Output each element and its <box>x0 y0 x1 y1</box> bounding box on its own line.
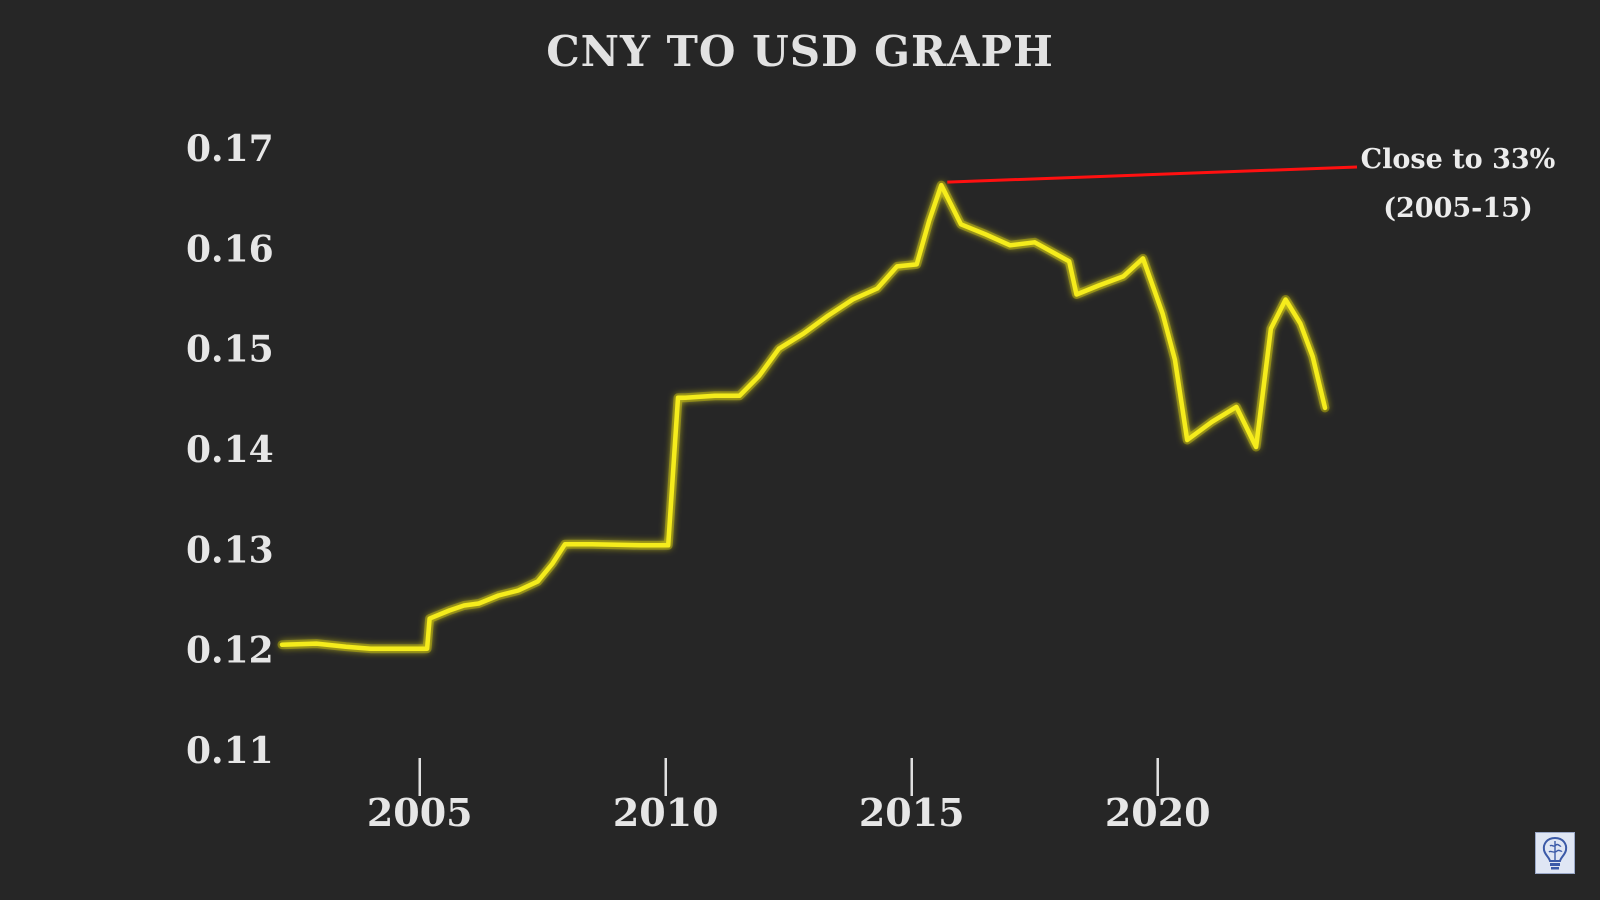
series-line <box>279 182 1328 651</box>
x-tick-label: 2015 <box>859 790 965 835</box>
grid-lines <box>280 146 1325 752</box>
brain-lightbulb-icon <box>1535 832 1575 874</box>
y-tick-label: 0.17 <box>186 128 274 170</box>
y-tick-label: 0.16 <box>186 228 274 270</box>
annotation-text-line-2: (2005-15) <box>1383 193 1532 224</box>
x-tick-label: 2005 <box>367 790 473 835</box>
chart-title: CNY TO USD GRAPH <box>546 27 1054 76</box>
x-tick-label: 2010 <box>613 790 719 835</box>
y-tick-label: 0.11 <box>186 730 274 772</box>
y-tick-label: 0.13 <box>186 529 274 571</box>
y-axis-ticks: 0.11 0.12 0.13 0.14 0.15 0.16 0.17 <box>186 128 274 772</box>
annotation: Close to 33% (2005-15) <box>947 144 1555 224</box>
annotation-text-line-1: Close to 33% <box>1361 144 1556 175</box>
y-tick-label: 0.12 <box>186 630 274 672</box>
x-tick-label: 2020 <box>1105 790 1211 835</box>
y-tick-label: 0.15 <box>186 329 274 371</box>
series-line-glow <box>277 180 1330 654</box>
y-tick-label: 0.14 <box>186 429 274 471</box>
x-axis-ticks: 2005 2010 2015 2020 <box>367 758 1211 835</box>
annotation-line <box>947 165 1358 184</box>
series-layer <box>277 180 1330 654</box>
